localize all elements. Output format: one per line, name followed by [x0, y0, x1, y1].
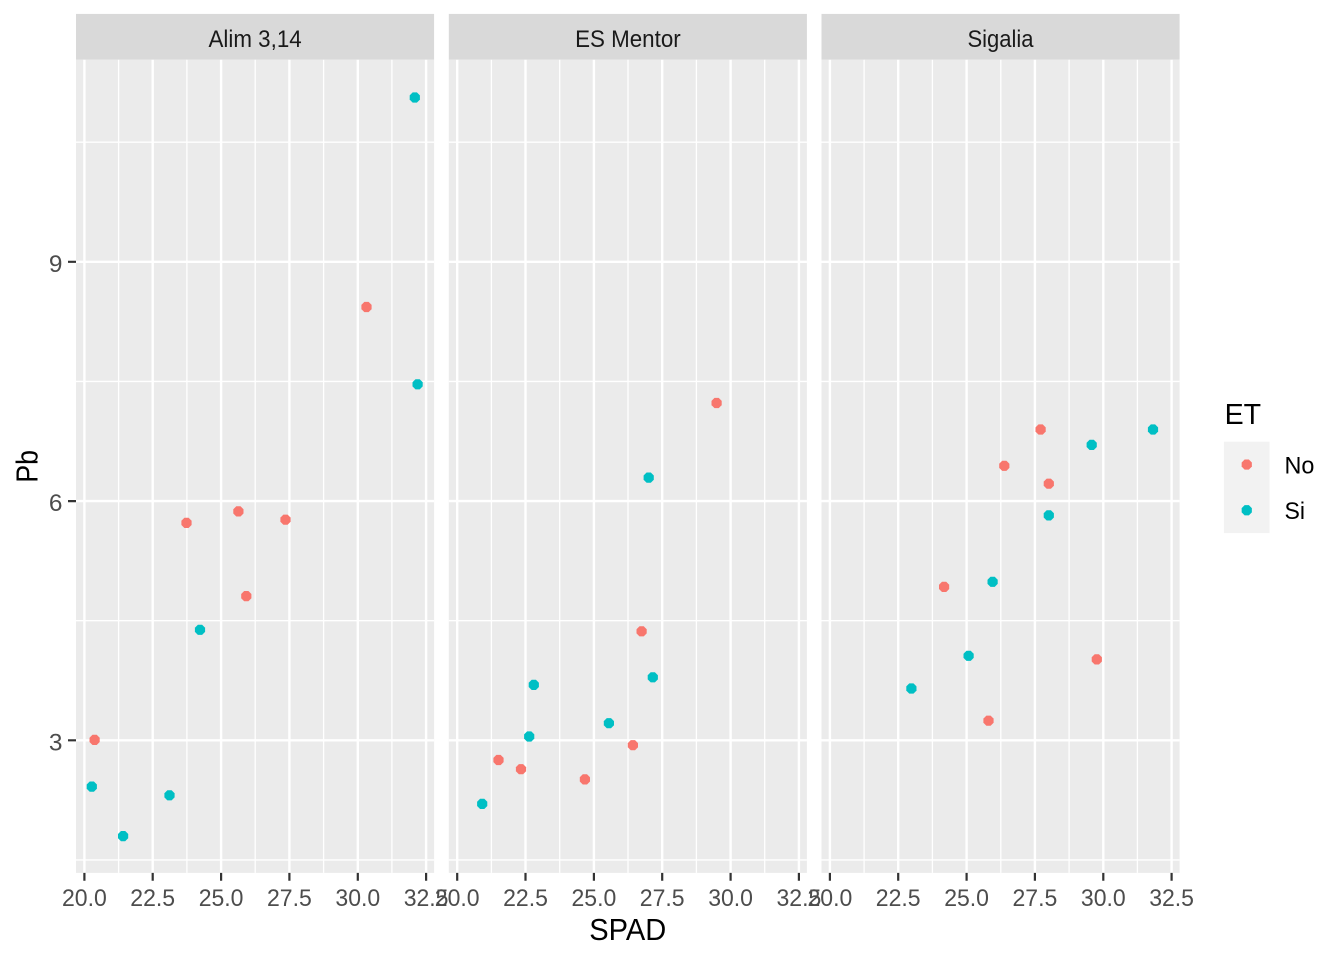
svg-text:25.0: 25.0 — [572, 885, 617, 912]
svg-text:22.5: 22.5 — [503, 885, 548, 912]
svg-text:22.5: 22.5 — [876, 885, 921, 912]
svg-text:27.5: 27.5 — [640, 885, 685, 912]
svg-text:32.5: 32.5 — [1149, 885, 1194, 912]
svg-text:32.5: 32.5 — [404, 885, 449, 912]
svg-text:Alim 3,14: Alim 3,14 — [209, 26, 302, 53]
svg-text:Pb: Pb — [10, 450, 44, 483]
svg-text:27.5: 27.5 — [1013, 885, 1058, 912]
svg-text:9: 9 — [49, 251, 63, 278]
svg-text:20.0: 20.0 — [808, 885, 853, 912]
svg-text:25.0: 25.0 — [199, 885, 244, 912]
svg-text:30.0: 30.0 — [1081, 885, 1126, 912]
svg-text:20.0: 20.0 — [62, 885, 107, 912]
svg-text:27.5: 27.5 — [267, 885, 312, 912]
svg-text:6: 6 — [49, 490, 63, 517]
svg-text:20.0: 20.0 — [435, 885, 480, 912]
svg-text:30.0: 30.0 — [335, 885, 380, 912]
svg-text:30.0: 30.0 — [708, 885, 753, 912]
svg-text:SPAD: SPAD — [589, 913, 666, 947]
svg-text:25.0: 25.0 — [944, 885, 989, 912]
svg-text:3: 3 — [49, 730, 63, 757]
svg-text:No: No — [1285, 452, 1315, 479]
svg-text:Sigalia: Sigalia — [967, 26, 1034, 53]
svg-text:Si: Si — [1285, 498, 1306, 525]
svg-text:22.5: 22.5 — [130, 885, 175, 912]
svg-text:ET: ET — [1225, 399, 1262, 431]
svg-text:32.5: 32.5 — [777, 885, 822, 912]
svg-text:ES Mentor: ES Mentor — [575, 26, 681, 53]
